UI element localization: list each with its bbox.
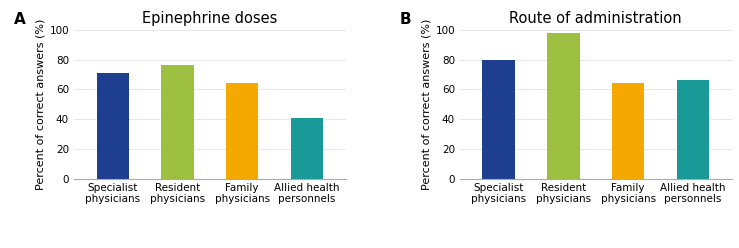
Bar xyxy=(483,60,515,179)
Y-axis label: Percent of correct answers (%): Percent of correct answers (%) xyxy=(421,18,431,190)
Bar xyxy=(612,83,644,179)
Bar xyxy=(161,65,194,179)
Title: Route of administration: Route of administration xyxy=(509,11,682,26)
Bar xyxy=(97,73,129,179)
Text: B: B xyxy=(400,12,412,27)
Text: A: A xyxy=(14,12,26,27)
Bar xyxy=(677,80,709,179)
Bar xyxy=(226,83,259,179)
Y-axis label: Percent of correct answers (%): Percent of correct answers (%) xyxy=(35,18,45,190)
Bar xyxy=(290,118,323,179)
Title: Epinephrine doses: Epinephrine doses xyxy=(142,11,277,26)
Bar xyxy=(547,33,579,179)
